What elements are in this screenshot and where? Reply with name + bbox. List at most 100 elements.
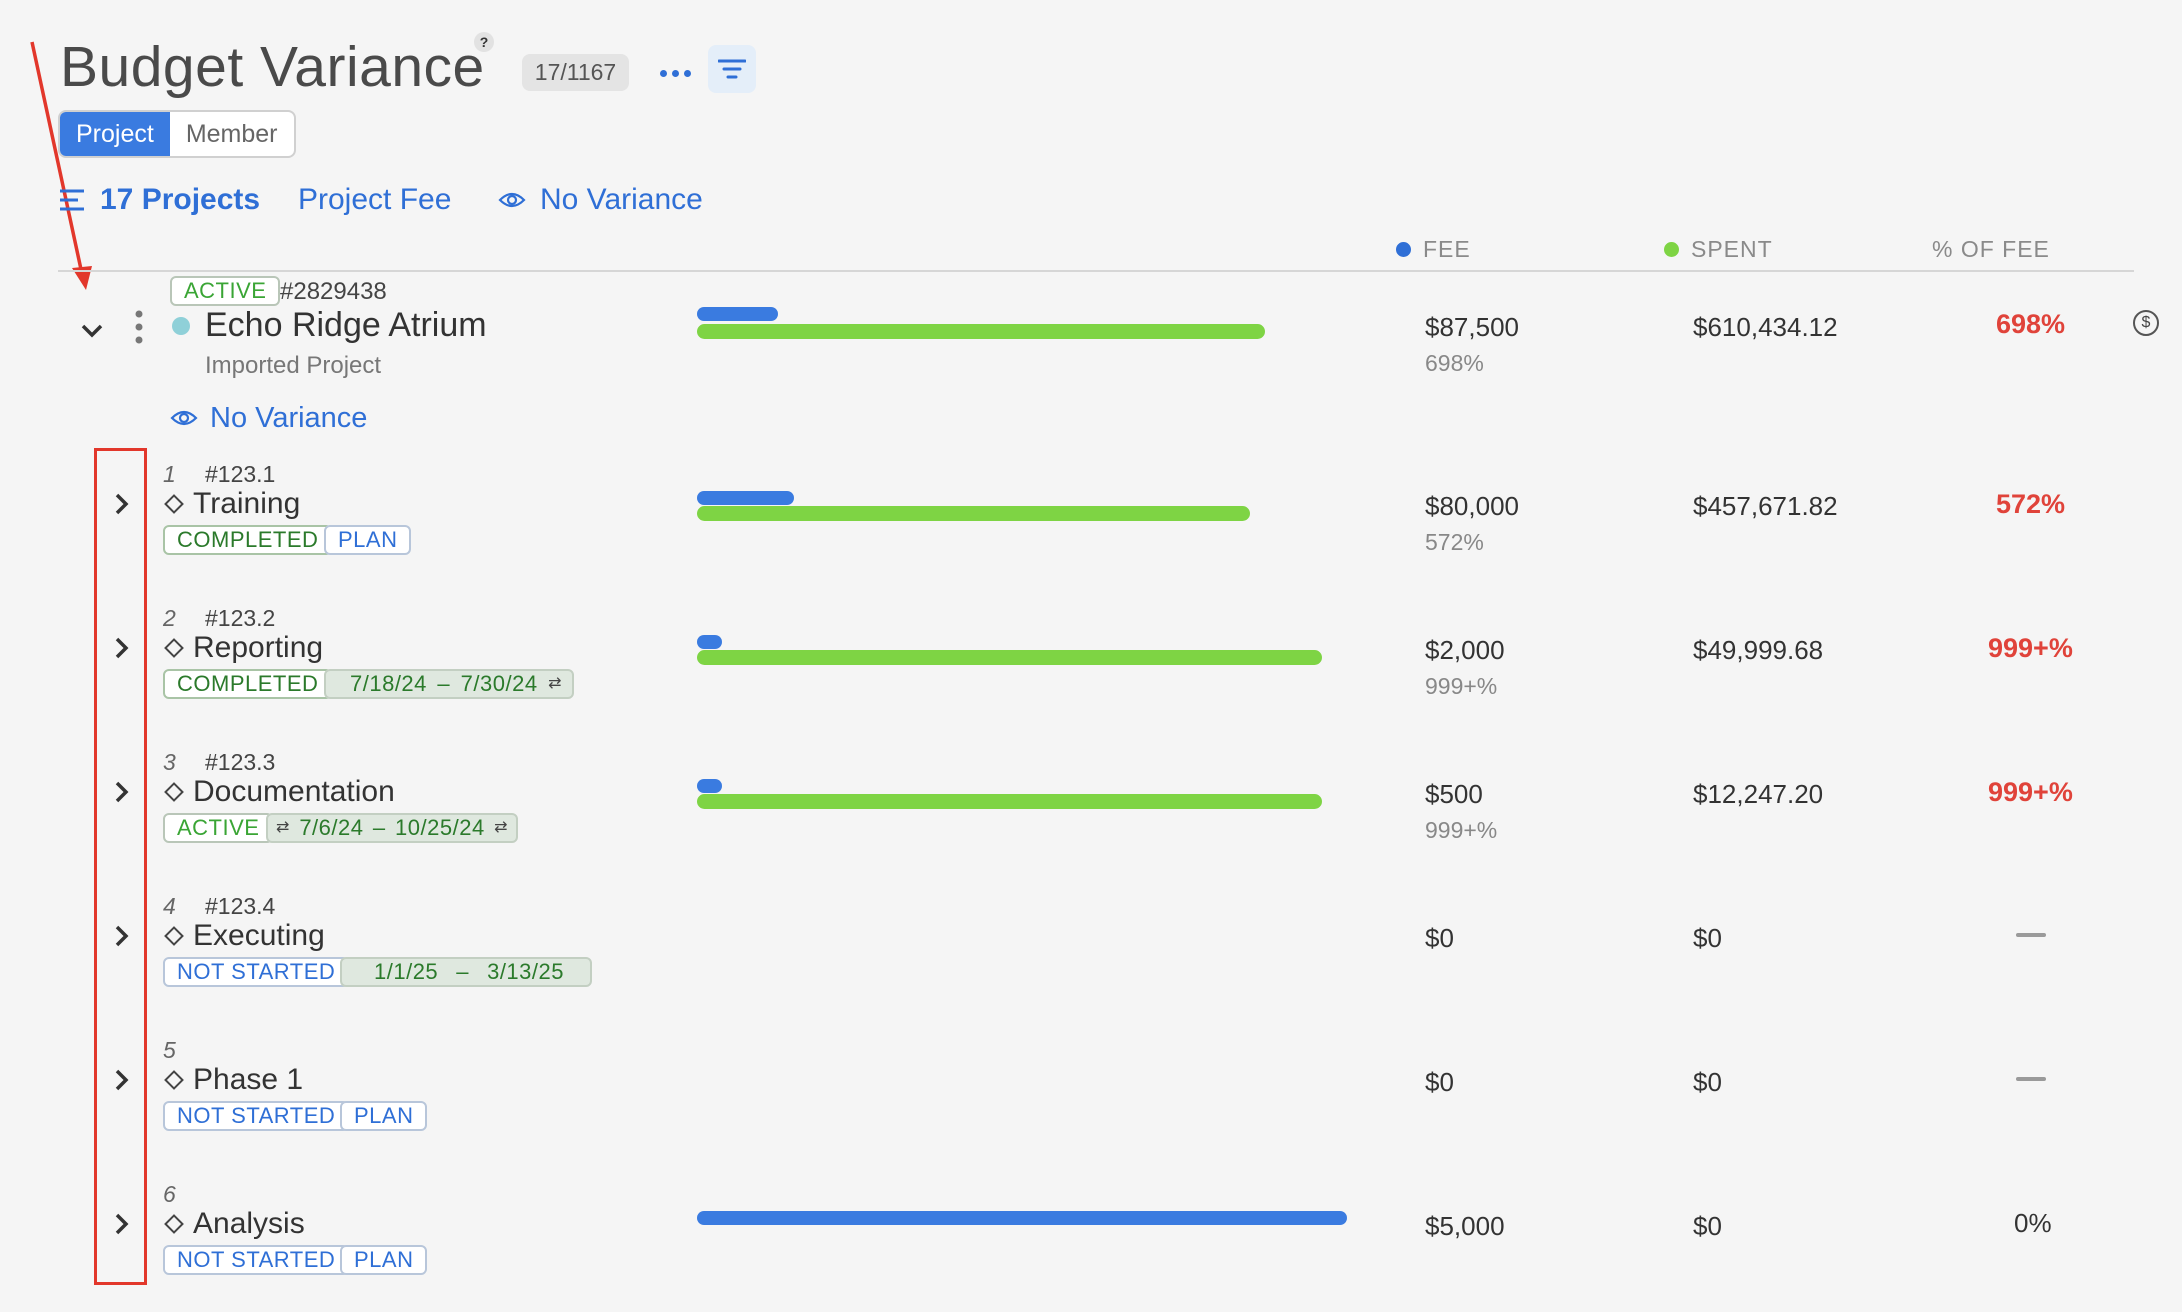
project-spent-bar (697, 324, 1265, 339)
dollar-icon[interactable]: $ (2133, 310, 2159, 336)
phase-name-row[interactable]: Analysis (163, 1207, 305, 1241)
milestone-icon (164, 494, 184, 514)
eye-icon (170, 410, 198, 426)
project-color-dot (172, 317, 190, 335)
date-separator: – (372, 815, 386, 840)
phase-number: 3 (163, 749, 176, 775)
phase-name: Reporting (193, 631, 324, 664)
phase-spent: $49,999.68 (1693, 635, 1824, 665)
annotation-highlight-box (94, 448, 147, 1285)
phase-fee: $0 (1425, 1067, 1454, 1097)
phase-fee: $0 (1425, 923, 1454, 953)
phase-pct-of-fee: 999+% (1988, 633, 2073, 663)
milestone-icon (164, 782, 184, 802)
phase-pct-of-fee: 0% (2014, 1208, 2052, 1238)
phase-status-badge: ACTIVE (163, 813, 274, 843)
expand-phase-icon[interactable] (114, 1067, 130, 1099)
phase-plan-badge[interactable]: PLAN (324, 525, 412, 555)
expand-phase-icon[interactable] (114, 923, 130, 955)
date-start: 7/18/24 (350, 671, 427, 696)
phase-fee-bar (697, 491, 794, 505)
phase-fee-pct: 999+% (1425, 817, 1498, 843)
no-variance-button[interactable]: No Variance (498, 180, 703, 220)
toggle-member[interactable]: Member (185, 120, 278, 148)
phase-fee: $5,000 (1425, 1211, 1505, 1241)
project-id: #2829438 (280, 278, 387, 305)
col-pct-header[interactable]: % OF FEE (1932, 236, 2050, 262)
col-fee-header[interactable]: FEE (1396, 236, 1471, 263)
phase-pct-of-fee: 999+% (1988, 777, 2073, 807)
phase-name: Training (193, 487, 301, 520)
phase-status-badge: NOT STARTED (163, 957, 350, 987)
header-divider (58, 270, 2134, 272)
phase-number: 5 (163, 1037, 176, 1063)
more-options-icon[interactable] (656, 54, 694, 92)
phase-spent: $457,671.82 (1693, 491, 1838, 521)
sync-icon: ⇄ (494, 819, 508, 836)
project-subtitle: Imported Project (205, 352, 382, 379)
expand-phase-icon[interactable] (114, 779, 130, 811)
phase-name-row[interactable]: Reporting (163, 631, 323, 665)
phase-row: 1 #123.1 Training COMPLETED PLAN $80,000… (0, 461, 2182, 591)
col-spent-label: SPENT (1691, 236, 1773, 262)
phase-row: 4 #123.4 Executing NOT STARTED 1/1/25 – … (0, 893, 2182, 1023)
phase-plan-badge[interactable]: PLAN (340, 1245, 428, 1275)
phase-number: 1 (163, 461, 176, 487)
phase-number: 4 (163, 893, 176, 919)
phase-spent-bar (697, 794, 1322, 809)
project-fee-pct: 698% (1425, 350, 1484, 376)
phase-name-row[interactable]: Executing (163, 919, 325, 953)
col-fee-label: FEE (1423, 236, 1471, 262)
toggle-project[interactable]: Project (60, 112, 170, 156)
col-spent-header[interactable]: SPENT (1664, 236, 1773, 263)
expand-phase-icon[interactable] (114, 1211, 130, 1243)
project-spent: $610,434.12 (1693, 312, 1838, 342)
phase-pct-of-fee: 572% (1996, 489, 2066, 519)
phase-date-range[interactable]: ⇄ 7/6/24 – 10/25/24 ⇄ (266, 813, 518, 843)
eye-icon (498, 192, 526, 208)
no-value-dash (2016, 933, 2046, 937)
project-fee-bar (697, 307, 778, 321)
phase-code: #123.1 (205, 461, 276, 487)
phase-fee: $2,000 (1425, 635, 1505, 665)
phase-status-badge: COMPLETED (163, 525, 333, 555)
phase-code: #123.2 (205, 605, 276, 631)
date-start: 1/1/25 (374, 959, 439, 984)
phase-date-range[interactable]: 1/1/25 – 3/13/25 (340, 957, 592, 987)
collapse-project-icon[interactable] (80, 314, 104, 346)
project-menu-icon[interactable] (134, 310, 144, 349)
phase-fee-pct: 572% (1425, 529, 1484, 555)
help-icon[interactable]: ? (474, 32, 494, 52)
phase-spent: $0 (1693, 1211, 1722, 1241)
phase-status-badge: NOT STARTED (163, 1101, 350, 1131)
phase-fee-bar (697, 1211, 1347, 1225)
phase-code: #123.4 (205, 893, 276, 919)
count-badge: 17/1167 (522, 54, 629, 91)
phase-name-row[interactable]: Phase 1 (163, 1063, 303, 1097)
project-pct-of-fee: 698% (1996, 309, 2066, 339)
project-no-variance-label: No Variance (210, 401, 368, 434)
sync-icon: ⇄ (276, 819, 290, 836)
phase-name-row[interactable]: Documentation (163, 775, 395, 809)
phase-name-row[interactable]: Training (163, 487, 300, 521)
project-no-variance-link[interactable]: No Variance (170, 398, 367, 438)
phase-fee: $500 (1425, 779, 1483, 809)
projects-count-label: 17 Projects (100, 183, 261, 216)
filter-icon[interactable] (708, 45, 756, 93)
phase-date-range[interactable]: 7/18/24 – 7/30/24 ⇄ (324, 669, 574, 699)
phase-fee-pct: 999+% (1425, 673, 1498, 699)
phase-name: Analysis (193, 1207, 305, 1240)
phase-row: 3 #123.3 Documentation ACTIVE ⇄ 7/6/24 –… (0, 749, 2182, 879)
phase-fee: $80,000 (1425, 491, 1519, 521)
phase-name: Phase 1 (193, 1063, 304, 1096)
phase-spent: $12,247.20 (1693, 779, 1824, 809)
expand-phase-icon[interactable] (114, 635, 130, 667)
project-fee-button[interactable]: Project Fee (298, 183, 452, 216)
project-name[interactable]: Echo Ridge Atrium (205, 306, 487, 344)
phase-plan-badge[interactable]: PLAN (340, 1101, 428, 1131)
projects-count-button[interactable]: 17 Projects (58, 180, 260, 220)
view-toggle: Project Member (58, 110, 296, 158)
project-fee: $87,500 (1425, 312, 1519, 342)
expand-phase-icon[interactable] (114, 491, 130, 523)
milestone-icon (164, 1214, 184, 1234)
